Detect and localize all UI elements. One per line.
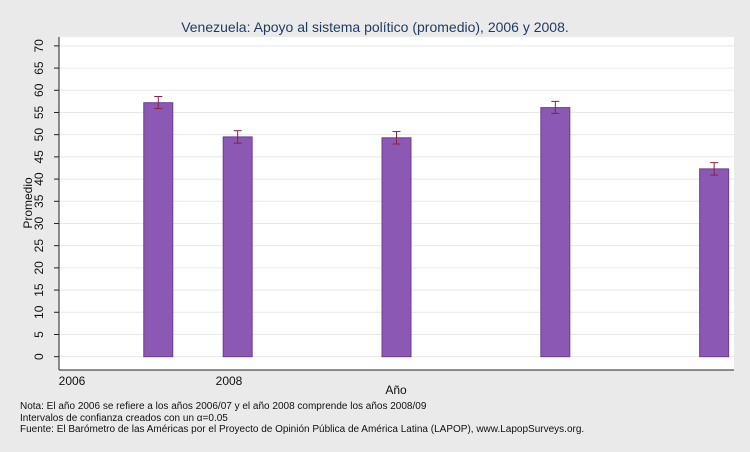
y-tick-label: 10 [32, 305, 46, 319]
y-tick-label: 65 [32, 61, 46, 75]
y-tick-label: 30 [32, 216, 46, 230]
bar [143, 102, 174, 358]
y-axis-label: Promedio [21, 177, 35, 229]
y-axis: 0 5 10 15 20 25 30 35 40 45 50 55 60 65 70 [32, 39, 59, 360]
error-bar [392, 131, 401, 145]
source-line: Fuente: El Barómetro de las Américas por… [20, 424, 585, 435]
y-tick-label: 70 [32, 39, 46, 53]
bar [222, 136, 253, 358]
error-bar [710, 162, 719, 176]
y-tick-label: 50 [32, 128, 46, 142]
y-tick-label: 15 [32, 283, 46, 297]
y-tick-label: 5 [32, 331, 46, 338]
y-tick-label: 35 [32, 194, 46, 208]
x-axis-label: Año [385, 383, 407, 397]
error-bar [551, 100, 560, 114]
y-tick-label: 0 [32, 353, 46, 360]
bar [540, 107, 571, 358]
error-bar [154, 95, 163, 109]
y-tick-label: 60 [32, 83, 46, 97]
note-line-2: Intervalos de confianza creados con un α… [20, 412, 228, 424]
y-tick-label: 40 [32, 172, 46, 186]
error-bar [233, 130, 242, 144]
y-tick-label: 25 [32, 239, 46, 253]
chart-notes: Nota: El año 2006 se refiere a los años … [20, 401, 584, 436]
bar-chart: 0 5 10 15 20 25 30 35 40 45 50 55 60 65 70 Venezuela: … [21, 19, 734, 397]
x-tick-label-2006: 2006 [59, 374, 86, 388]
bar [381, 137, 412, 358]
bar [699, 168, 730, 358]
note-line-1: Nota: El año 2006 se refiere a los años … [20, 401, 427, 412]
bars [143, 102, 730, 358]
chart-title: Venezuela: Apoyo al sistema político (pr… [181, 19, 569, 35]
error-bars [154, 95, 719, 176]
y-tick-label: 45 [32, 150, 46, 164]
y-tick-label: 20 [32, 261, 46, 275]
y-tick-label: 55 [32, 105, 46, 119]
x-tick-label-2008: 2008 [216, 374, 243, 388]
